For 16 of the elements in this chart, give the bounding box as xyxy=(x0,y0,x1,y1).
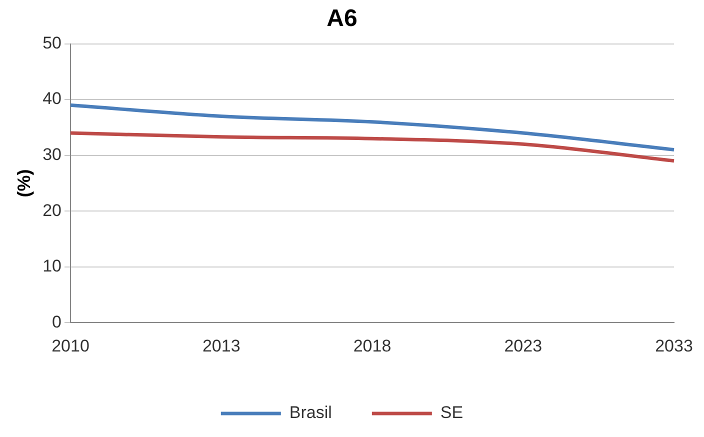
line-series xyxy=(68,103,676,152)
x-tick-label: 2018 xyxy=(353,336,392,356)
x-tick-label: 2013 xyxy=(202,336,240,356)
y-tick-label: 30 xyxy=(42,145,62,164)
y-tick-label: 10 xyxy=(42,256,62,276)
y-tick-label: 0 xyxy=(52,312,62,332)
y-axis-title: (%) xyxy=(14,169,34,198)
y-tick-label: 20 xyxy=(42,200,62,220)
chart-title: A6 xyxy=(326,5,358,32)
legend-label: SE xyxy=(440,403,464,422)
legend-label: Brasil xyxy=(289,403,332,422)
x-tick-label: 2010 xyxy=(52,336,90,356)
y-tick-label: 50 xyxy=(42,33,62,52)
x-tick-label: 2023 xyxy=(504,336,542,356)
x-tick-label: 2033 xyxy=(655,336,693,356)
y-tick-label: 40 xyxy=(42,89,62,108)
